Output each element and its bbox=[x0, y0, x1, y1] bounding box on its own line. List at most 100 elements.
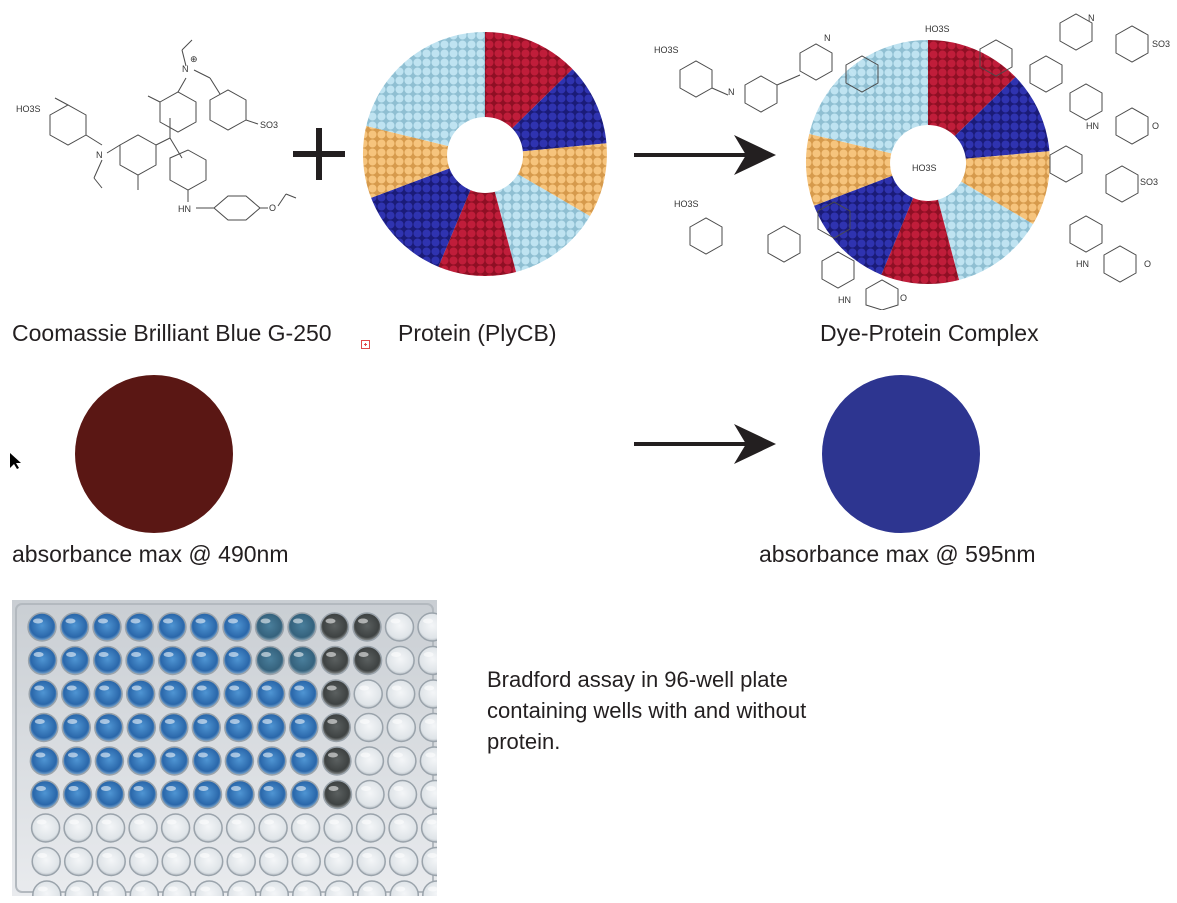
plate-well-highlight bbox=[327, 719, 338, 724]
plate-well-highlight bbox=[261, 652, 272, 657]
ether-o-label-2: O bbox=[1152, 121, 1159, 131]
plate-well-highlight bbox=[427, 886, 437, 892]
plate-well bbox=[255, 679, 286, 709]
hn-label-3: HN bbox=[1076, 259, 1089, 269]
iminium-n-label: N bbox=[182, 64, 189, 74]
plate-well bbox=[321, 712, 352, 743]
plate-well-highlight bbox=[196, 652, 207, 657]
plate-well-highlight bbox=[361, 819, 372, 825]
plate-well bbox=[385, 679, 416, 709]
plate-well-highlight bbox=[98, 618, 108, 624]
plate-well-highlight bbox=[33, 652, 44, 657]
plate-well bbox=[95, 779, 125, 810]
plate-well-highlight bbox=[326, 652, 337, 657]
iminium-n-label-3: N bbox=[1088, 13, 1095, 23]
plate-well bbox=[60, 645, 90, 676]
plate-well-highlight bbox=[394, 853, 405, 858]
plate-well-highlight bbox=[296, 819, 307, 825]
plate-well-highlight bbox=[362, 886, 373, 892]
plate-well-highlight bbox=[198, 786, 209, 791]
plate-well bbox=[190, 645, 220, 676]
plate-well-highlight bbox=[134, 853, 145, 858]
plate-well-highlight bbox=[393, 786, 404, 791]
dye-color-swatch bbox=[75, 375, 233, 533]
plate-well bbox=[226, 846, 256, 877]
plate-well bbox=[352, 645, 383, 676]
plate-well-highlight bbox=[36, 786, 46, 791]
plate-well-highlight bbox=[229, 685, 240, 691]
plate-well bbox=[127, 779, 158, 810]
plate-well-highlight bbox=[232, 853, 243, 858]
plate-well bbox=[128, 813, 158, 843]
plate-well-highlight bbox=[426, 819, 437, 825]
plate-well bbox=[161, 846, 191, 877]
plate-well bbox=[63, 813, 93, 843]
plate-well-highlight bbox=[130, 618, 141, 624]
plate-well bbox=[127, 746, 157, 776]
plate-well-highlight bbox=[423, 618, 433, 624]
plate-well-highlight bbox=[231, 819, 242, 825]
plate-well-highlight bbox=[65, 618, 76, 624]
plate-well bbox=[222, 612, 252, 642]
plate-well-highlight bbox=[37, 853, 48, 858]
plate-well bbox=[355, 813, 386, 843]
plate-well-highlight bbox=[325, 618, 336, 624]
plate-well bbox=[356, 846, 386, 877]
dye-protein-complex-model: HO3S N N HO3S N SO3 HN O HO3S SO3 HN O H… bbox=[654, 13, 1170, 310]
plate-well-highlight bbox=[293, 618, 303, 624]
plate-well-highlight bbox=[99, 685, 110, 691]
plate-well bbox=[157, 645, 188, 676]
plate-well bbox=[189, 612, 220, 642]
plate-well bbox=[323, 846, 354, 877]
plate-well-highlight bbox=[35, 752, 46, 758]
plate-well bbox=[290, 813, 321, 843]
positive-charge-label: ⊕ bbox=[190, 54, 198, 64]
ether-o-label-3: O bbox=[1144, 259, 1151, 269]
plate-well bbox=[291, 846, 321, 877]
plate-well-highlight bbox=[166, 819, 177, 825]
plate-well-highlight bbox=[262, 719, 273, 724]
plate-well bbox=[27, 645, 58, 676]
plate-well-highlight bbox=[132, 719, 143, 724]
iminium-n-label-2: N bbox=[824, 33, 831, 43]
plate-well bbox=[288, 679, 318, 709]
plate-well bbox=[322, 779, 353, 810]
plate-well bbox=[386, 712, 417, 743]
plate-well-highlight bbox=[328, 786, 339, 791]
plate-well-highlight bbox=[360, 752, 371, 758]
plate-well bbox=[290, 779, 320, 810]
plate-well bbox=[257, 779, 288, 810]
plate-well-highlight bbox=[262, 752, 273, 758]
plate-well-highlight bbox=[230, 752, 241, 758]
plate-well-highlight bbox=[358, 618, 368, 624]
plate-well bbox=[62, 746, 92, 776]
so3-label-1: SO3 bbox=[260, 120, 278, 130]
so3h-label-2: HO3S bbox=[654, 45, 679, 55]
plate-well bbox=[29, 712, 59, 743]
plate-well-highlight bbox=[167, 853, 178, 858]
plate-well-highlight bbox=[425, 752, 436, 758]
plate-well bbox=[355, 779, 385, 810]
plate-well-highlight bbox=[69, 853, 80, 858]
plate-well bbox=[28, 679, 58, 709]
plate-well bbox=[387, 779, 418, 810]
plate-well bbox=[27, 612, 57, 642]
complex-label: Dye-Protein Complex bbox=[820, 320, 1039, 346]
plate-well-highlight bbox=[229, 719, 240, 724]
plate-well bbox=[95, 813, 126, 843]
plate-caption-line-1: Bradford assay in 96-well plate bbox=[487, 667, 788, 692]
plate-well-highlight bbox=[199, 853, 210, 858]
plate-well bbox=[61, 712, 92, 743]
plate-well bbox=[225, 813, 256, 843]
plate-well bbox=[354, 712, 384, 743]
plate-well-highlight bbox=[196, 685, 207, 691]
plate-well bbox=[193, 813, 223, 843]
plate-well bbox=[225, 779, 255, 810]
plate-well bbox=[222, 645, 253, 676]
plate-well-highlight bbox=[295, 752, 306, 758]
plus-sign bbox=[293, 128, 345, 180]
plate-well-highlight bbox=[394, 819, 405, 825]
reaction-arrow-bottom bbox=[634, 424, 776, 464]
plate-well bbox=[94, 746, 125, 776]
anchor-marker-icon[interactable] bbox=[361, 340, 370, 349]
